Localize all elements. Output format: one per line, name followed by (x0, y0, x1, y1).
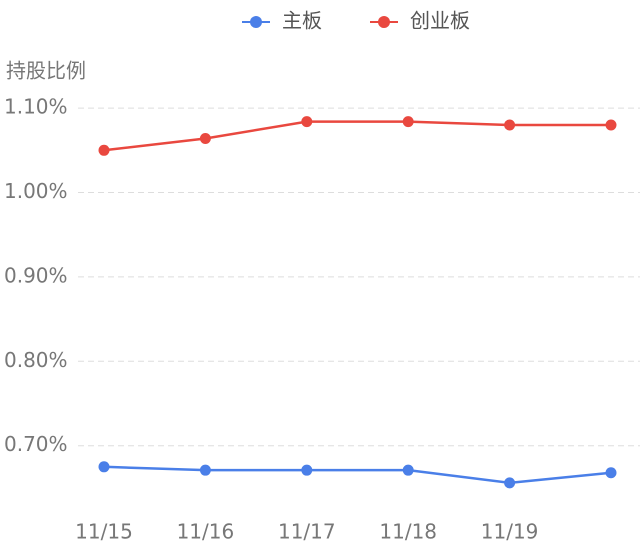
x-tick-label: 11/19 (481, 520, 539, 544)
y-tick-label: 0.80% (4, 348, 68, 372)
y-tick-label: 1.00% (4, 179, 68, 203)
legend-label: 创业板 (410, 9, 470, 33)
y-tick-label: 1.10% (4, 95, 68, 119)
legend-marker (378, 16, 390, 28)
y-axis-label: 持股比例 (6, 59, 86, 83)
data-point (605, 467, 617, 479)
data-point (98, 461, 110, 473)
x-tick-label: 11/17 (278, 520, 336, 544)
series-line (103, 120, 611, 152)
y-tick-label: 0.70% (4, 432, 68, 456)
data-point (301, 464, 313, 476)
x-tick-label: 11/15 (75, 520, 133, 544)
legend-marker (250, 16, 262, 28)
series-line (103, 465, 612, 485)
data-point (504, 119, 516, 131)
y-tick-label: 0.90% (4, 263, 68, 287)
x-tick-label: 11/18 (379, 520, 437, 544)
data-point (605, 119, 617, 131)
data-point (98, 144, 110, 156)
data-point (199, 132, 211, 144)
x-tick-label: 11/16 (177, 520, 235, 544)
data-point (199, 464, 211, 476)
data-point (402, 464, 414, 476)
data-point (301, 116, 313, 128)
legend-label: 主板 (282, 9, 322, 33)
data-point (402, 116, 414, 128)
data-point (504, 477, 516, 489)
